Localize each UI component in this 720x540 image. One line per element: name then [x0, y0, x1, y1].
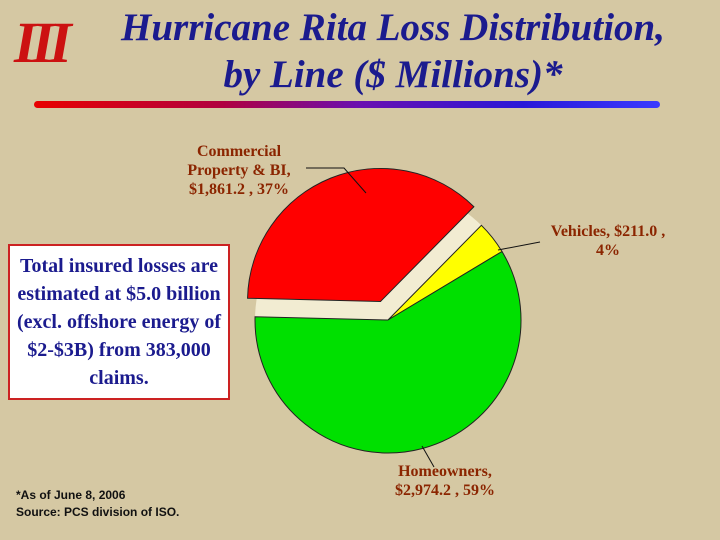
leader-line-homeowners: [421, 445, 435, 468]
leader-line-commercial: [306, 167, 367, 194]
pie-label-line: Property & BI,: [187, 162, 291, 179]
pie-label-line: Vehicles, $211.0 ,: [550, 223, 666, 240]
pie-slice-homeowners: [254, 250, 522, 454]
pie-label-line: Commercial: [196, 143, 282, 160]
pie-label-line: 4%: [596, 242, 620, 259]
slide-title: Hurricane Rita Loss Distribution, by Lin…: [78, 4, 708, 98]
pie-slice-commercial-property-bi: [247, 167, 475, 302]
leader-line-vehicles: [497, 241, 541, 251]
pie-label-line: Homeowners,: [398, 463, 492, 480]
pie-label-vehicles: Vehicles, $211.0 , 4%: [518, 222, 698, 260]
footnote-as-of-date: *As of June 8, 2006: [16, 488, 126, 502]
pie-label-homeowners: Homeowners, $2,974.2 , 59%: [356, 462, 534, 500]
pie-label-line: $2,974.2 , 59%: [395, 482, 495, 499]
total-losses-callout: Total insured losses are estimated at $5…: [8, 244, 230, 400]
slide-title-line1: Hurricane Rita Loss Distribution,: [121, 6, 665, 49]
iii-logo: III: [14, 10, 72, 75]
slide-title-line2: by Line ($ Millions)*: [223, 53, 563, 96]
title-divider-bar: [34, 101, 660, 108]
pie-label-line: $1,861.2 , 37%: [189, 181, 289, 198]
pie-label-commercial-property-bi: Commercial Property & BI, $1,861.2 , 37%: [150, 142, 328, 199]
footnote: *As of June 8, 2006 Source: PCS division…: [16, 487, 179, 521]
footnote-source: Source: PCS division of ISO.: [16, 505, 180, 519]
